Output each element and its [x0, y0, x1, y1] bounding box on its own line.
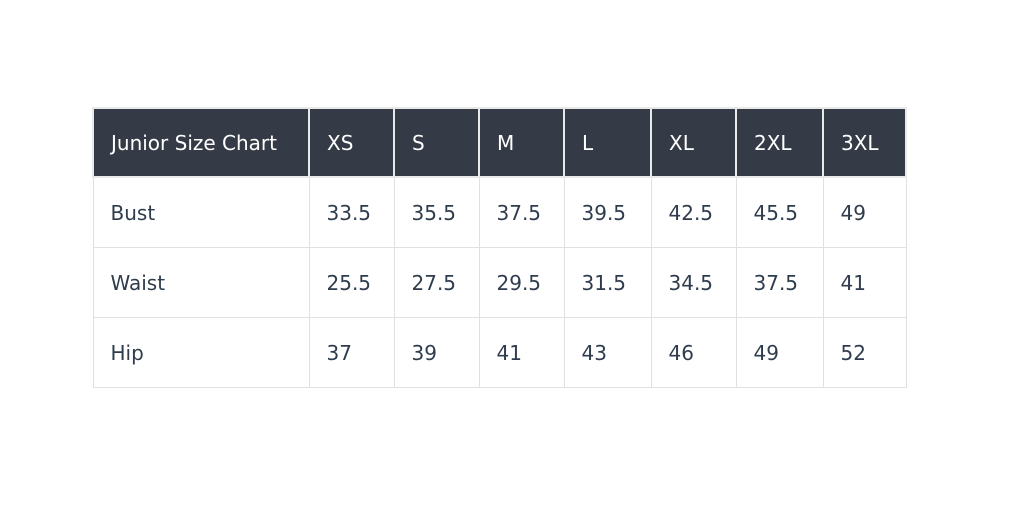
size-value-cell: 37.5: [735, 247, 824, 318]
header-cell-l: L: [563, 107, 652, 178]
table-row-hip: Hip 37 39 41 43 46 49 52: [92, 317, 907, 388]
size-chart-container: Junior Size Chart XS S M L XL 2XL 3XL Bu…: [92, 107, 907, 388]
header-cell-xs: XS: [308, 107, 395, 178]
header-row: Junior Size Chart XS S M L XL 2XL 3XL: [92, 107, 907, 178]
size-value-cell: 41: [478, 317, 565, 388]
table-row-waist: Waist 25.5 27.5 29.5 31.5 34.5 37.5 41: [92, 247, 907, 318]
header-cell-title: Junior Size Chart: [92, 107, 310, 178]
size-value-cell: 37: [308, 317, 395, 388]
header-cell-s: S: [393, 107, 480, 178]
size-value-cell: 37.5: [478, 176, 565, 248]
size-value-cell: 52: [822, 317, 907, 388]
size-value-cell: 27.5: [393, 247, 480, 318]
table-row-bust: Bust 33.5 35.5 37.5 39.5 42.5 45.5 49: [92, 176, 907, 248]
size-chart-table: Junior Size Chart XS S M L XL 2XL 3XL Bu…: [92, 107, 907, 388]
header-cell-xl: XL: [650, 107, 737, 178]
size-value-cell: 29.5: [478, 247, 565, 318]
row-label-hip: Hip: [92, 317, 310, 388]
size-value-cell: 49: [822, 176, 907, 248]
row-label-bust: Bust: [92, 176, 310, 248]
size-value-cell: 39.5: [563, 176, 652, 248]
size-value-cell: 42.5: [650, 176, 737, 248]
size-value-cell: 34.5: [650, 247, 737, 318]
size-value-cell: 46: [650, 317, 737, 388]
row-label-waist: Waist: [92, 247, 310, 318]
size-value-cell: 25.5: [308, 247, 395, 318]
header-cell-m: M: [478, 107, 565, 178]
size-value-cell: 35.5: [393, 176, 480, 248]
size-value-cell: 31.5: [563, 247, 652, 318]
header-cell-3xl: 3XL: [822, 107, 907, 178]
size-value-cell: 41: [822, 247, 907, 318]
size-value-cell: 33.5: [308, 176, 395, 248]
size-value-cell: 49: [735, 317, 824, 388]
size-value-cell: 39: [393, 317, 480, 388]
size-value-cell: 43: [563, 317, 652, 388]
size-value-cell: 45.5: [735, 176, 824, 248]
header-cell-2xl: 2XL: [735, 107, 824, 178]
